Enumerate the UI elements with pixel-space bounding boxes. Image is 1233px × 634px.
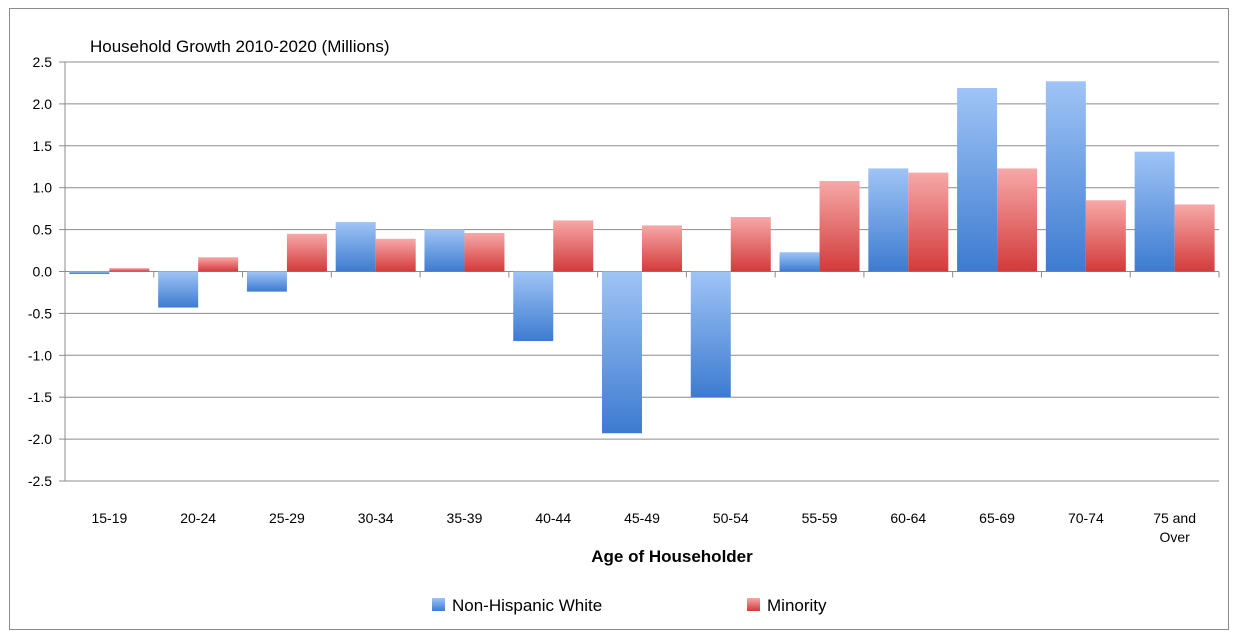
bar-non-hispanic-white [690,271,731,398]
bar-minority [109,268,150,272]
y-tick-label: 1.5 [33,138,53,154]
bar-non-hispanic-white [335,222,376,272]
y-tick-label: -2.5 [28,473,52,489]
y-tick-label: 0.5 [33,222,53,238]
bar-minority [553,220,594,272]
x-axis-ticks: 15-19 20-24 25-29 30-34 35-39 40-44 45-49 50-54… [91,510,1196,545]
x-tick-label: 60-64 [890,510,926,526]
bar-non-hispanic-white [158,271,199,308]
x-tick-label: 65-69 [979,510,1015,526]
bar-minority [286,233,327,272]
x-tick-label: 15-19 [91,510,127,526]
bar-minority [1085,200,1126,272]
bar-non-hispanic-white [246,271,287,292]
x-tick-label: 25-29 [269,510,305,526]
y-tick-label: -0.5 [28,305,52,321]
legend-label: Minority [767,596,827,615]
y-tick-label: -2.0 [28,431,52,447]
bar-non-hispanic-white [1045,81,1086,272]
bar-minority [642,225,682,272]
y-axis-ticks: 2.5 2.0 1.5 1.0 0.5 0.0 -0.5 -1.0 -1.5 -2.0 -2.5 [28,54,52,489]
bar-minority [730,217,771,272]
x-tick-label: 45-49 [624,510,660,526]
y-tick-label: -1.5 [28,389,52,405]
x-tick-label: 70-74 [1068,510,1104,526]
x-tick-label: 20-24 [180,510,216,526]
x-tick-label: 55-59 [802,510,838,526]
legend-swatch [747,598,760,611]
x-axis-label: Age of Householder [591,547,753,566]
x-tick-label: 40-44 [535,510,571,526]
chart-title: Household Growth 2010-2020 (Millions) [90,37,390,56]
bar-non-hispanic-white [957,87,998,272]
y-tick-label: -1.0 [28,347,52,363]
bar-non-hispanic-white [868,168,909,272]
x-tick-label: 35-39 [447,510,483,526]
bar-minority [819,180,860,272]
legend-swatch [432,598,445,611]
bar-minority [997,168,1038,272]
bar-minority [464,232,505,272]
x-tick-label: 50-54 [713,510,749,526]
y-tick-label: 0.0 [33,264,53,280]
y-tick-label: 2.0 [33,96,53,112]
bar-non-hispanic-white [602,271,642,434]
bar-minority [375,238,416,272]
bar-non-hispanic-white [69,271,110,275]
bar-minority [1174,204,1215,272]
bar-non-hispanic-white [424,229,465,272]
bars [69,81,1215,434]
bar-non-hispanic-white [1134,151,1175,272]
x-tick-label: Over [1159,529,1190,545]
bar-minority [908,172,949,272]
bar-minority [198,257,239,272]
bar-non-hispanic-white [779,252,820,272]
y-tick-label: 1.0 [33,180,53,196]
bar-non-hispanic-white [513,271,554,342]
x-tick-label: 75 and [1153,510,1196,526]
legend: Non-Hispanic White Minority [432,596,827,615]
legend-label: Non-Hispanic White [452,596,602,615]
x-tick-label: 30-34 [358,510,394,526]
y-tick-label: 2.5 [33,54,53,70]
